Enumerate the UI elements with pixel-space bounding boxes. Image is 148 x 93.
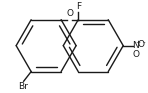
Text: Br: Br [18,82,28,91]
Text: +: + [135,40,140,45]
Text: O: O [132,50,139,59]
Text: N: N [132,41,139,50]
Text: -: - [143,39,146,45]
Text: F: F [76,2,81,11]
Text: O: O [66,9,73,18]
Text: O: O [138,40,145,49]
